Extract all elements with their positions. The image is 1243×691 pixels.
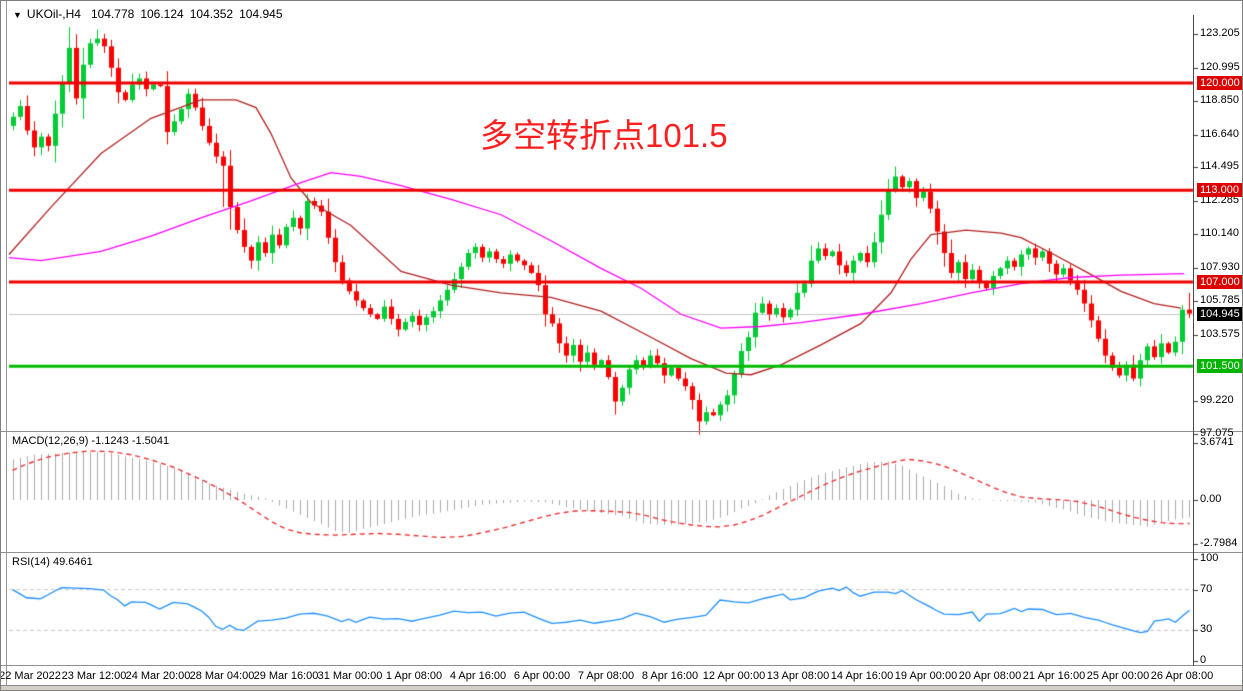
- price-axis-label: 114.495: [1200, 160, 1239, 173]
- price-axis-label: 99.220: [1200, 394, 1234, 407]
- price-axis-label: 97.075: [1200, 427, 1234, 440]
- price-axis-label: 107.930: [1200, 260, 1240, 273]
- time-axis-border: [1, 665, 1242, 666]
- price-badge-current: 104.945: [1197, 306, 1242, 321]
- panel-separator-macd-rsi[interactable]: [1, 552, 1242, 553]
- time-axis-label: 13 Apr 08:00: [766, 670, 830, 682]
- time-axis-label: 29 Mar 16:00: [253, 670, 319, 682]
- price-axis-label: 110.140: [1200, 227, 1239, 240]
- time-axis-label: 25 Apr 00:00: [1086, 670, 1150, 682]
- price-badge-level: 107.000: [1197, 275, 1242, 290]
- time-axis-label: 19 Apr 00:00: [894, 670, 958, 682]
- symbol-timeframe-label: UKOil-,H4: [26, 7, 81, 21]
- time-axis-label: 4 Apr 16:00: [449, 670, 507, 682]
- time-axis-label: 8 Apr 16:00: [641, 670, 699, 682]
- macd-axis-label: 0.00: [1200, 493, 1222, 505]
- price-axis-line: [1193, 15, 1194, 666]
- price-axis-label: 105.785: [1200, 293, 1240, 306]
- annotation-text[interactable]: 多空转折点101.5: [480, 117, 728, 154]
- time-axis-label: 7 Apr 08:00: [577, 670, 635, 682]
- macd-indicator-label: MACD(12,26,9) -1.1243 -1.5041: [12, 435, 170, 447]
- time-axis-label: 24 Mar 20:00: [125, 670, 191, 682]
- time-axis-label: 14 Apr 16:00: [830, 670, 894, 682]
- time-axis-label: 20 Apr 08:00: [958, 670, 1022, 682]
- rsi-axis-label: 100: [1200, 552, 1219, 564]
- ohlc-open: 104.778: [90, 7, 135, 21]
- price-axis-label: 123.205: [1200, 27, 1240, 39]
- panel-separator-main-macd[interactable]: [1, 431, 1242, 432]
- time-axis-label: 12 Apr 00:00: [702, 670, 766, 682]
- time-axis-label: 23 Mar 12:00: [61, 670, 127, 682]
- price-axis-label: 116.640: [1200, 127, 1239, 140]
- ohlc-high: 106.124: [140, 7, 184, 21]
- price-axis-label: 118.850: [1200, 93, 1239, 106]
- window-left-edge: [6, 1, 7, 686]
- chart-title: ▼ UKOil-,H4 104.778 106.124 104.352 104.945: [13, 7, 289, 21]
- window-bottom-edge: [1, 685, 1242, 690]
- macd-axis-label: -2.7984: [1200, 536, 1238, 549]
- rsi-axis-label: 30: [1200, 623, 1213, 636]
- price-badge-level: 101.500: [1197, 359, 1242, 374]
- price-badge-level: 120.000: [1197, 76, 1242, 91]
- time-axis-label: 6 Apr 00:00: [513, 670, 571, 682]
- price-badge-level: 113.000: [1197, 183, 1242, 198]
- time-axis-label: 31 Mar 00:00: [317, 670, 383, 682]
- price-axis-label: 103.575: [1200, 327, 1240, 340]
- macd-axis-label: 3.6741: [1200, 435, 1234, 448]
- time-axis-label: 28 Mar 04:00: [189, 670, 255, 682]
- time-axis-label: 1 Apr 08:00: [385, 670, 443, 682]
- ohlc-close: 104.945: [239, 7, 283, 21]
- symbol-dropdown-icon[interactable]: ▼: [13, 10, 22, 20]
- ohlc-low: 104.352: [189, 7, 234, 21]
- time-axis-label: 26 Apr 08:00: [1150, 670, 1214, 682]
- time-axis-label: 21 Apr 16:00: [1022, 670, 1086, 682]
- time-axis-label: 22 Mar 2022: [0, 670, 61, 682]
- rsi-axis-label: 0: [1200, 654, 1207, 666]
- rsi-indicator-label: RSI(14) 49.6461: [12, 556, 93, 568]
- rsi-axis-label: 70: [1200, 582, 1213, 595]
- price-axis-label: 120.995: [1200, 60, 1240, 73]
